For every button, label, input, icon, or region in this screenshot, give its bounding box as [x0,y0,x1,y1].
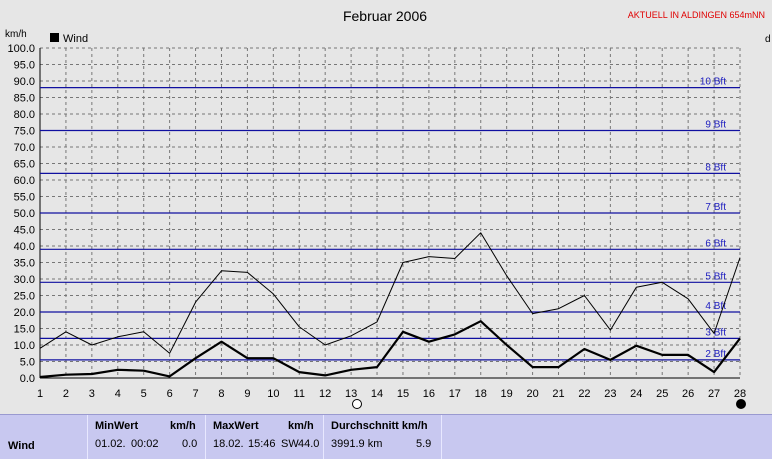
right-edge-label: d [765,34,771,45]
x-tick-label: 16 [423,388,435,400]
y-tick-label: 60.0 [14,175,35,187]
y-tick-label: 100.0 [7,43,35,55]
y-tick-label: 0.0 [20,373,35,385]
avg-value: 5.9 [416,438,432,450]
beaufort-label: 6 Bft [705,238,726,249]
y-tick-label: 55.0 [14,192,35,204]
y-tick-label: 45.0 [14,225,35,237]
x-tick-label: 27 [708,388,720,400]
y-tick-label: 70.0 [14,142,35,154]
y-tick-label: 75.0 [14,126,35,138]
x-tick-label: 17 [449,388,461,400]
y-tick-label: 80.0 [14,109,35,121]
series-lines [39,232,741,379]
x-tick-label: 10 [267,388,279,400]
x-tick-label: 18 [475,388,487,400]
y-tick-label: 85.0 [14,93,35,105]
y-tick-label: 20.0 [14,307,35,319]
x-tick-label: 6 [167,388,173,400]
stats-divider [205,415,206,459]
min-time: 00:02 [131,438,159,450]
y-tick-label: 5.0 [20,357,35,369]
beaufort-label: 2 Bft [705,349,726,360]
x-tick-label: 19 [501,388,513,400]
x-tick-label: 2 [63,388,69,400]
max-date: 18.02. [213,438,244,450]
max-unit: km/h [288,420,314,432]
beaufort-label: 4 Bft [705,301,726,312]
x-tick-label: 4 [115,388,121,400]
max-header: MaxWert [213,420,259,432]
beaufort-label: 5 Bft [705,271,726,282]
series-line-wind [39,320,741,379]
avg-header: Durchschnitt km/h [331,420,428,432]
beaufort-label: 3 Bft [705,327,726,338]
max-value: 44.0 [298,438,320,450]
stats-panel: Wind MinWert km/h 01.02. 00:02 0.0 MaxWe… [0,414,772,459]
y-tick-label: 90.0 [14,76,35,88]
station-label: AKTUELL IN ALDINGEN 654mNN [628,10,765,20]
x-tick-label: 15 [397,388,409,400]
beaufort-label: 10 Bft [700,77,726,88]
y-tick-label: 40.0 [14,241,35,253]
y-tick-label: 35.0 [14,258,35,270]
min-date: 01.02. [95,438,126,450]
wind-chart: Februar 2006 AKTUELL IN ALDINGEN 654mNN … [5,8,771,409]
full-moon-icon [736,399,746,409]
x-tick-label: 1 [37,388,43,400]
stats-divider [323,415,324,459]
y-tick-label: 25.0 [14,291,35,303]
y-unit-label: km/h [5,29,27,40]
x-tick-labels: 1 2 3 4 5 6 7 8 9 10 11 12 13 14 15 16 17 18 19 20 21 22 23 24 2… [37,388,746,400]
max-direction: SW [281,438,299,450]
grid-lines [39,47,741,379]
stats-divider [441,415,442,459]
y-tick-label: 15.0 [14,324,35,336]
new-moon-icon [352,399,362,409]
min-unit: km/h [170,420,196,432]
beaufort-label: 7 Bft [705,202,726,213]
x-tick-label: 7 [192,388,198,400]
x-tick-label: 5 [141,388,147,400]
min-value: 0.0 [182,438,198,450]
beaufort-lines: 2 Bft 3 Bft 4 Bft 5 Bft 6 Bft 7 Bft 8 Bft 9 Bft… [40,77,740,361]
legend-swatch [50,33,59,42]
x-tick-label: 20 [526,388,538,400]
x-tick-label: 24 [630,388,642,400]
x-tick-label: 25 [656,388,668,400]
legend-label: Wind [63,33,88,45]
min-header: MinWert [95,420,139,432]
beaufort-label: 9 Bft [705,120,726,131]
x-tick-label: 26 [682,388,694,400]
x-tick-label: 23 [604,388,616,400]
y-tick-label: 50.0 [14,208,35,220]
x-tick-label: 12 [319,388,331,400]
stats-row-label: Wind [8,440,35,452]
y-tick-labels: 0.0 5.0 10.0 15.0 20.0 25.0 30.0 35.0 40.0 45.0 50… [7,43,35,385]
x-tick-label: 8 [218,388,224,400]
x-tick-label: 28 [734,388,746,400]
beaufort-label: 8 Bft [705,162,726,173]
x-tick-label: 11 [294,388,305,400]
y-tick-label: 65.0 [14,159,35,171]
stats-divider [87,415,88,459]
x-tick-label: 13 [345,388,357,400]
y-tick-label: 10.0 [14,340,35,352]
chart-title: Februar 2006 [343,8,427,24]
max-time: 15:46 [248,438,276,450]
x-tick-label: 22 [578,388,590,400]
avg-distance: 3991.9 km [331,438,383,450]
x-tick-label: 21 [552,388,564,400]
x-tick-label: 3 [89,388,95,400]
x-tick-label: 14 [371,388,383,400]
series-line-gust [39,232,741,354]
y-tick-label: 30.0 [14,274,35,286]
y-tick-label: 95.0 [14,60,35,72]
x-tick-label: 9 [244,388,250,400]
